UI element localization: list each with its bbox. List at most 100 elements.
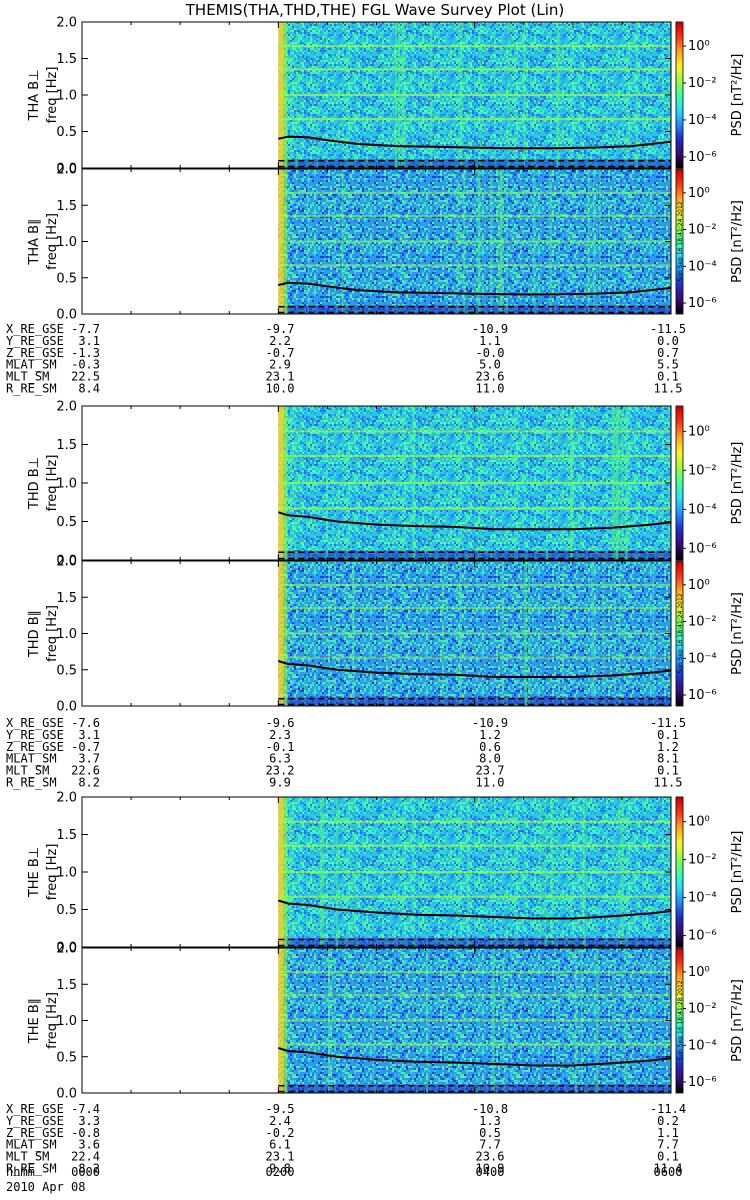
ephemeris-value: 23.7 (476, 764, 505, 778)
ephemeris-value: 2.4 (269, 1114, 291, 1128)
ephemeris-value: 3.7 (78, 752, 100, 766)
ephemeris-value: 0.1 (657, 728, 679, 742)
y-tick-label: 2.0 (56, 16, 77, 31)
ephemeris-value: 0.5 (479, 1126, 501, 1140)
ephemeris-row-label: MLAT_SM (6, 358, 57, 372)
spectrogram-panel-tha-bperp: 0.0 0.5 1.0 1.5 2.0 THA B⊥ freq [Hz] 10⁰ 10⁻² 10⁻… (27, 16, 745, 177)
time-axis-labels: hhmm 2010 Apr 08 0000 0200 0400 0600 (6, 1165, 682, 1194)
colorbar: 10⁰ 10⁻² 10⁻⁴ 10⁻⁶ PSD [nT²/Hz] (675, 21, 745, 169)
spectrogram-panel-tha-bpar: 0.0 0.5 1.0 1.5 2.0 THA B∥ freq [Hz] 10⁰ 10⁻² 10⁻… (27, 163, 745, 323)
ephemeris-row-label: MLAT_SM (6, 1138, 57, 1152)
time-row-header: hhmm (6, 1165, 35, 1179)
colorbar-tick-label: 10⁻⁶ (688, 929, 717, 944)
y-tick-label: 0.0 (56, 554, 77, 569)
ephemeris-row-label: MLT_SM (6, 370, 49, 384)
ephemeris-value: -0.7 (71, 740, 100, 754)
ephemeris-value: -11.4 (650, 1102, 686, 1116)
ephemeris-value: -9.5 (266, 1102, 295, 1116)
ephemeris-row-label: X_RE_GSE (6, 1102, 64, 1116)
ephemeris-value: 11.0 (476, 776, 505, 790)
ephemeris-row-label: MLT_SM (6, 1150, 49, 1164)
ephemeris-row-label: X_RE_GSE (6, 716, 64, 730)
ephemeris-row-label: X_RE_GSE (6, 322, 64, 336)
y-axis-label: freq [Hz] (45, 844, 60, 901)
ephemeris-table: X_RE_GSE -7.7 -9.7 -10.9 -11.5 Y_RE_GSE 3.1 2.2… (6, 322, 686, 1176)
ephemeris-row-label: Z_RE_GSE (6, 740, 64, 754)
y-axis-label: freq [Hz] (45, 992, 60, 1049)
time-tick-label: 0400 (476, 1165, 505, 1179)
ephemeris-value: -9.6 (266, 716, 295, 730)
date-label: 2010 Apr 08 (6, 1180, 85, 1194)
y-tick-label: 2.0 (56, 163, 77, 178)
colorbar: 10⁰ 10⁻² 10⁻⁴ 10⁻⁶ PSD [nT²/Hz] (675, 405, 745, 561)
ephemeris-value: 6.3 (269, 752, 291, 766)
ephemeris-value: 23.6 (476, 370, 505, 384)
colorbar-label: PSD [nT²/Hz] (730, 979, 745, 1062)
y-tick-label: 1.0 (56, 477, 77, 492)
colorbar-tick-label: 10⁻² (688, 76, 717, 91)
ephemeris-value: 11.5 (654, 382, 683, 396)
ephemeris-value: 1.2 (479, 728, 501, 742)
ephemeris-value: -0.3 (71, 358, 100, 372)
ephemeris-block-the: X_RE_GSE -7.4 -9.5 -10.8 -11.4 Y_RE_GSE 3.3 2.4… (6, 1102, 686, 1176)
colorbar-label: PSD [nT²/Hz] (730, 442, 745, 525)
gyrofrequency-line (278, 281, 672, 296)
spectrogram-image (278, 797, 671, 947)
ephemeris-value: 0.0 (657, 334, 679, 348)
ephemeris-value: 8.4 (78, 382, 100, 396)
colorbar-tick-label: 10⁻⁶ (688, 150, 717, 165)
processing-timestamp: Sun Sep 16 18:41:24 2012 (677, 201, 684, 281)
colorbar-tick-label: 10⁻² (688, 1002, 717, 1017)
ephemeris-value: 2.9 (269, 358, 291, 372)
ephemeris-value: 23.1 (266, 1150, 295, 1164)
spectrogram-image (278, 948, 671, 1093)
y-tick-label: 1.0 (56, 1014, 77, 1029)
spectrogram-image (278, 406, 671, 560)
ephemeris-row-label: Z_RE_GSE (6, 346, 64, 360)
y-tick-label: 1.5 (56, 199, 77, 214)
ephemeris-row-label: MLAT_SM (6, 752, 57, 766)
colorbar-tick-label: 10⁻² (688, 615, 717, 630)
colorbar-tick-label: 10⁻⁴ (688, 259, 717, 274)
ephemeris-value: 23.2 (266, 764, 295, 778)
colorbar-tick-label: 10⁻⁶ (688, 541, 717, 556)
ephemeris-value: 8.2 (78, 1162, 100, 1176)
ephemeris-value: 5.0 (479, 358, 501, 372)
ephemeris-row-label: Y_RE_GSE (6, 1114, 64, 1128)
y-tick-label: 0.5 (56, 1050, 77, 1065)
colorbar-tick-label: 10⁻⁴ (688, 651, 717, 666)
processing-timestamp: Sun Sep 16 18:41:28 2012 (677, 980, 684, 1060)
y-tick-label: 1.0 (56, 89, 77, 104)
time-tick-label: 0600 (654, 1165, 683, 1179)
ephemeris-value: 23.6 (476, 1150, 505, 1164)
ephemeris-value: -1.3 (71, 346, 100, 360)
ephemeris-value: 7.7 (657, 1138, 679, 1152)
gyrofrequency-line (278, 899, 672, 920)
colorbar-tick-label: 10⁻⁶ (688, 1075, 717, 1090)
ephemeris-value: -10.9 (472, 322, 508, 336)
y-tick-label: 2.0 (56, 791, 77, 806)
y-tick-label: 0.5 (56, 903, 77, 918)
spectrogram-panel-thd-bpar: 0.0 0.5 1.0 1.5 2.0 THD B∥ freq [Hz] 10⁰ 10⁻² 10⁻… (27, 555, 745, 715)
ephemeris-value: 0.1 (657, 370, 679, 384)
colorbar-tick-label: 10⁻⁴ (688, 502, 717, 517)
y-axis-label: freq [Hz] (45, 605, 60, 662)
ephemeris-value: 1.1 (657, 1126, 679, 1140)
ephemeris-row-label: R_RE_SM (6, 776, 57, 790)
colorbar-tick-label: 10⁻² (688, 853, 717, 868)
colorbar-tick-label: 10⁰ (688, 815, 710, 830)
probe-component-label: THD B∥ (27, 610, 42, 658)
y-axis-label: freq [Hz] (45, 455, 60, 512)
ephemeris-value: -7.7 (71, 322, 100, 336)
colorbar-tick-label: 10⁻⁶ (688, 296, 717, 311)
colorbar-tick-label: 10⁰ (688, 578, 710, 593)
ephemeris-value: 0.1 (657, 1150, 679, 1164)
colorbar-label: PSD [nT²/Hz] (730, 831, 745, 914)
ephemeris-value: 8.2 (78, 776, 100, 790)
ephemeris-value: -0.0 (476, 346, 505, 360)
ephemeris-value: 22.4 (71, 1150, 100, 1164)
probe-component-label: THA B∥ (27, 218, 42, 265)
y-tick-label: 2.0 (56, 400, 77, 415)
ephemeris-value: 9.9 (269, 776, 291, 790)
